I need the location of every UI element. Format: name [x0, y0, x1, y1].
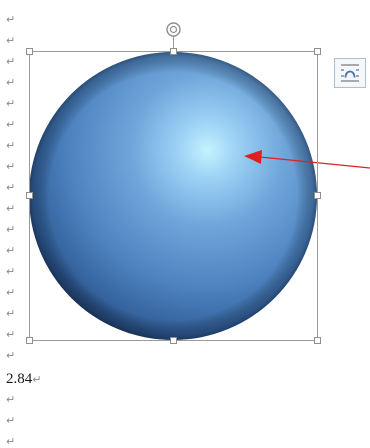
paragraph-mark: ↵	[6, 244, 16, 257]
annotation-arrow	[244, 150, 370, 169]
resize-handle-top-left[interactable]	[26, 48, 33, 55]
paragraph-mark: ↵	[6, 202, 16, 215]
paragraph-mark: ↵	[6, 393, 16, 406]
paragraph-mark: ↵	[6, 181, 16, 194]
paragraph-mark: ↵	[6, 118, 16, 131]
paragraph-mark: ↵	[6, 349, 16, 362]
paragraph-mark: ↵	[6, 34, 16, 47]
wrap-text-icon	[341, 64, 359, 82]
value-text[interactable]: 2.84	[6, 371, 33, 387]
paragraph-mark: ↵	[6, 13, 16, 26]
paragraph-mark: ↵	[6, 265, 16, 278]
resize-handle-bottom-right[interactable]	[314, 337, 321, 344]
selection-frame	[29, 51, 318, 341]
paragraph-mark: ↵	[6, 435, 16, 448]
rotate-handle-icon[interactable]	[165, 21, 182, 38]
resize-handle-bottom[interactable]	[170, 337, 177, 344]
paragraph-mark: ↵	[6, 97, 16, 110]
paragraph-mark: ↵	[6, 307, 16, 320]
paragraph-mark: ↵	[6, 223, 16, 236]
paragraph-mark: ↵	[6, 328, 16, 341]
sphere-shape	[29, 52, 317, 340]
paragraph-mark: ↵	[32, 373, 42, 386]
resize-handle-bottom-left[interactable]	[26, 337, 33, 344]
paragraph-mark: ↵	[6, 76, 16, 89]
paragraph-mark: ↵	[6, 414, 16, 427]
layout-options-button[interactable]	[334, 58, 366, 88]
resize-handle-top-right[interactable]	[314, 48, 321, 55]
value-line[interactable]: 2.84↵	[6, 372, 41, 387]
paragraph-mark: ↵	[6, 55, 16, 68]
resize-handle-right[interactable]	[314, 192, 321, 199]
paragraph-mark: ↵	[6, 286, 16, 299]
paragraph-mark: ↵	[6, 160, 16, 173]
paragraph-mark: ↵	[6, 139, 16, 152]
resize-handle-left[interactable]	[26, 192, 33, 199]
resize-handle-top[interactable]	[170, 48, 177, 55]
rotation-stem	[173, 36, 174, 51]
